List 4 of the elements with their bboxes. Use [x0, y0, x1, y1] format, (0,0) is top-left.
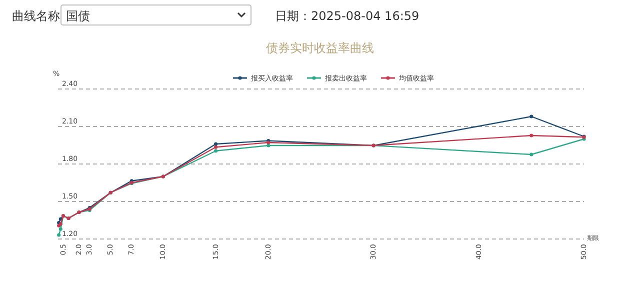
text: 曲线名称: [12, 9, 60, 23]
chart-title: 债券实时收益率曲线: [266, 41, 374, 55]
select: 国债: [60, 4, 252, 26]
text: 日期：2025-08-04 16:59: [275, 9, 420, 23]
